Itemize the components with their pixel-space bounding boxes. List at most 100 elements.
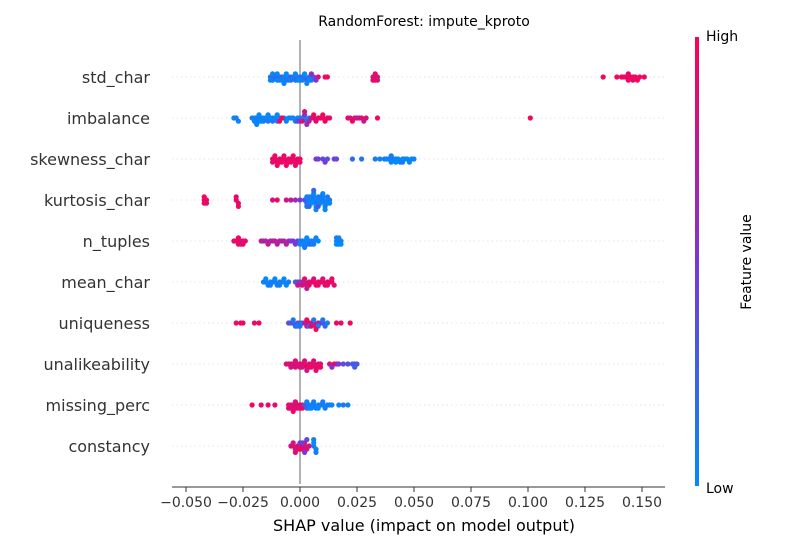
feature-label-missing_perc: missing_perc: [46, 396, 150, 416]
shap-point-uniqueness: [311, 317, 317, 323]
shap-point-skewness_char: [283, 162, 289, 168]
shap-point-n_tuples: [231, 238, 237, 244]
feature-label-unalikeability: unalikeability: [43, 355, 150, 374]
shap-point-std_char: [270, 71, 276, 77]
shap-point-kurtosis_char: [292, 197, 298, 203]
feature-label-kurtosis_char: kurtosis_char: [44, 191, 150, 211]
shap-point-kurtosis_char: [201, 194, 207, 200]
shap-point-imbalance: [274, 112, 280, 118]
shap-point-mean_char: [281, 276, 287, 282]
shap-point-kurtosis_char: [270, 197, 276, 203]
shap-point-mean_char: [331, 282, 337, 288]
shap-point-unalikeability: [336, 361, 342, 367]
shap-point-kurtosis_char: [288, 197, 294, 203]
shap-point-mean_char: [286, 279, 292, 285]
feature-label-n_tuples: n_tuples: [83, 232, 150, 252]
shap-point-kurtosis_char: [297, 197, 303, 203]
shap-point-kurtosis_char: [324, 194, 330, 200]
shap-point-kurtosis_char: [203, 200, 210, 206]
shap-point-std_char: [292, 71, 298, 77]
shap-point-skewness_char: [372, 156, 378, 162]
shap-point-mean_char: [320, 276, 326, 282]
shap-point-skewness_char: [400, 159, 406, 165]
feature-label-skewness_char: skewness_char: [30, 150, 150, 170]
shap-point-imbalance: [302, 109, 308, 115]
shap-point-imbalance: [276, 118, 283, 124]
x-tick-label: 0.075: [451, 495, 491, 511]
shap-point-missing_perc: [329, 402, 335, 408]
x-tick-label: 0.100: [508, 495, 548, 511]
shap-point-unalikeability: [299, 364, 305, 370]
shap-point-constancy: [313, 449, 319, 455]
feature-label-uniqueness: uniqueness: [58, 314, 150, 333]
feature-label-mean_char: mean_char: [61, 273, 150, 293]
shap-point-std_char: [372, 71, 378, 77]
shap-point-n_tuples: [311, 241, 317, 247]
shap-point-imbalance: [254, 121, 260, 127]
shap-point-missing_perc: [304, 399, 310, 405]
shap-point-std_char: [276, 77, 283, 83]
shap-point-skewness_char: [279, 159, 285, 165]
shap-point-std_char: [308, 77, 314, 83]
shap-point-skewness_char: [393, 159, 399, 165]
shap-points: [201, 71, 647, 455]
shap-point-skewness_char: [290, 153, 296, 159]
shap-point-skewness_char: [384, 156, 390, 162]
shap-point-n_tuples: [302, 244, 308, 250]
shap-point-uniqueness: [308, 323, 314, 329]
shap-point-uniqueness: [233, 320, 239, 326]
shap-point-mean_char: [315, 282, 321, 288]
shap-point-std_char: [313, 77, 319, 83]
feature-label-constancy: constancy: [68, 437, 150, 456]
shap-point-std_char: [637, 74, 643, 80]
feature-label-std_char: std_char: [82, 68, 151, 88]
shap-point-skewness_char: [292, 162, 298, 168]
shap-point-unalikeability: [304, 367, 310, 373]
feature-label-imbalance: imbalance: [67, 109, 150, 128]
shap-point-skewness_char: [297, 159, 303, 165]
shap-point-imbalance: [235, 118, 241, 124]
shap-point-uniqueness: [333, 320, 340, 326]
shap-point-uniqueness: [324, 320, 330, 326]
shap-point-skewness_char: [324, 156, 330, 162]
shap-point-n_tuples: [235, 235, 241, 241]
feature-row-guides: [172, 76, 665, 447]
shap-point-std_char: [370, 77, 376, 83]
shap-point-missing_perc: [249, 402, 255, 408]
shap-point-n_tuples: [306, 241, 312, 247]
shap-point-imbalance: [270, 118, 276, 124]
shap-point-imbalance: [256, 112, 262, 118]
shap-point-n_tuples: [315, 238, 321, 244]
shap-point-uniqueness: [290, 317, 296, 323]
shap-point-skewness_char: [333, 156, 340, 162]
shap-point-mean_char: [329, 276, 335, 282]
shap-point-skewness_char: [274, 162, 280, 168]
shap-point-missing_perc: [272, 402, 278, 408]
shap-point-kurtosis_char: [306, 203, 312, 209]
shap-point-imbalance: [311, 112, 317, 118]
shap-point-missing_perc: [292, 399, 298, 405]
shap-point-skewness_char: [315, 156, 321, 162]
shap-point-uniqueness: [240, 320, 246, 326]
shap-point-missing_perc: [345, 402, 351, 408]
shap-point-std_char: [281, 80, 287, 86]
shap-point-kurtosis_char: [283, 197, 289, 203]
shap-point-mean_char: [276, 282, 283, 288]
shap-point-kurtosis_char: [274, 197, 280, 203]
shap-point-n_tuples: [304, 235, 310, 241]
shap-point-skewness_char: [377, 156, 383, 162]
shap-point-constancy: [311, 437, 317, 443]
x-axis-ticks: −0.050 −0.025 0.000 0.025 0.050 0.075 0.100 0.1…: [160, 487, 662, 511]
shap-point-unalikeability: [340, 361, 346, 367]
colorbar-title: Feature value: [739, 214, 755, 310]
colorbar: High Low Feature value: [695, 29, 755, 497]
shap-point-kurtosis_char: [322, 207, 328, 213]
shap-point-mean_char: [304, 285, 310, 291]
shap-point-uniqueness: [320, 317, 326, 323]
shap-point-skewness_char: [288, 159, 294, 165]
shap-point-unalikeability: [302, 358, 308, 364]
shap-point-imbalance: [265, 112, 271, 118]
shap-point-std_char: [295, 77, 301, 83]
shap-point-skewness_char: [270, 159, 276, 165]
shap-point-missing_perc: [290, 408, 296, 414]
